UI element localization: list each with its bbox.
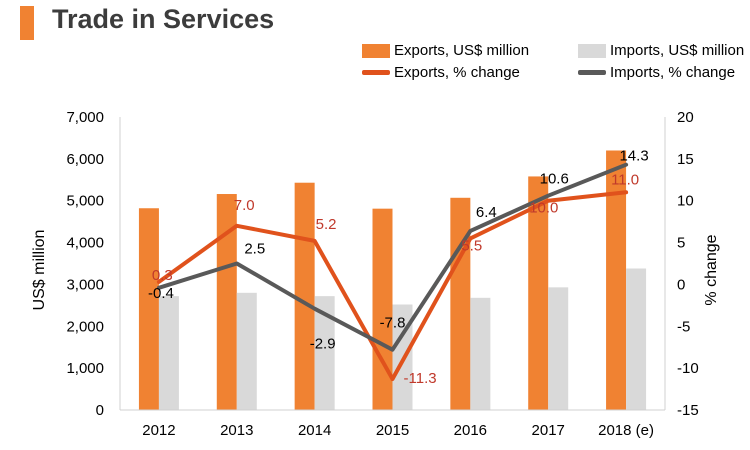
y-right-tick-label: 5: [677, 235, 685, 252]
y-left-tick-label: 4,000: [66, 235, 104, 252]
imports-change-label: -2.9: [310, 336, 336, 353]
y-left-tick-label: 6,000: [66, 151, 104, 168]
exports-bar: [138, 208, 159, 410]
x-tick-label: 2012: [142, 422, 175, 439]
exports-bar: [606, 150, 627, 410]
imports-change-line: [156, 162, 629, 352]
x-tick-label: 2015: [376, 422, 409, 439]
imports-change-label: 2.5: [244, 241, 265, 258]
y-left-tick-label: 1,000: [66, 360, 104, 377]
imports-bar: [548, 287, 569, 410]
exports-change-label: 5.2: [316, 216, 337, 233]
x-tick-label: 2016: [454, 422, 487, 439]
y-left-tick-label: 3,000: [66, 276, 104, 293]
x-tick-label: 2018 (e): [598, 422, 654, 439]
legend-label-exports-line: Exports, % change: [394, 64, 520, 81]
legend-swatch-exports-bar: [362, 43, 390, 58]
exports-change-line: [156, 190, 629, 381]
legend-label-imports-bar: Imports, US$ million: [610, 42, 745, 59]
exports-change-label: 10.0: [529, 200, 558, 217]
data-labels-group: 0.3 7.0 5.2 -11.3 5.5 10.0 11.0 -0.4 2.5 -2.9 -7.8…: [148, 148, 649, 387]
legend-swatch-imports-line: [578, 70, 606, 75]
exports-change-label: 7.0: [234, 197, 255, 214]
title-accent-bar: [20, 6, 34, 40]
y-left-tick-label: 7,000: [66, 109, 104, 126]
y-right-tick-label: 10: [677, 193, 694, 210]
y-right-tick-label: -15: [677, 402, 699, 419]
exports-bar: [528, 176, 549, 410]
imports-bar: [392, 304, 413, 410]
imports-change-label: 6.4: [476, 204, 497, 221]
imports-change-label: 14.3: [619, 148, 648, 165]
legend-imports-line: Imports, % change: [578, 64, 735, 81]
imports-change-label: -7.8: [380, 315, 406, 332]
imports-change-label: 10.6: [540, 171, 569, 188]
exports-change-label: 11.0: [611, 171, 639, 188]
x-tick-label: 2017: [532, 422, 565, 439]
imports-bar: [158, 296, 179, 410]
imports-bar: [626, 268, 647, 410]
bars-group: [138, 150, 647, 410]
exports-bar: [294, 182, 315, 410]
y-left-tick-label: 2,000: [66, 318, 104, 335]
x-axis: 2012 2013 2014 2015 2016 2017 2018 (e): [119, 117, 666, 439]
y-right-tick-label: -10: [677, 360, 699, 377]
y-axis-left: 0 1,000 2,000 3,000 4,000 5,000 6,000 7,000: [66, 109, 104, 419]
exports-bar: [372, 208, 393, 410]
exports-change-label: -11.3: [404, 370, 437, 387]
imports-change-label: -0.4: [148, 285, 174, 302]
lines-group: [156, 162, 629, 381]
y-left-tick-label: 5,000: [66, 193, 104, 210]
legend-exports-bar: Exports, US$ million: [362, 42, 529, 59]
exports-change-label: 5.5: [461, 237, 482, 254]
imports-bar: [470, 297, 491, 410]
y-axis-right: -15 -10 -5 0 5 10 15 20: [677, 109, 699, 419]
page-title: Trade in Services: [52, 4, 275, 34]
imports-bar: [236, 292, 257, 410]
legend-swatch-imports-bar: [578, 43, 606, 58]
x-tick-label: 2013: [220, 422, 253, 439]
y-right-tick-label: 20: [677, 109, 694, 126]
y-axis-right-label: % change: [703, 234, 720, 305]
legend-label-exports-bar: Exports, US$ million: [394, 42, 530, 59]
exports-bar: [450, 197, 471, 410]
exports-bar: [216, 194, 237, 410]
legend-exports-line: Exports, % change: [362, 64, 520, 81]
y-right-tick-label: 15: [677, 151, 694, 168]
legend-imports-bar: Imports, US$ million: [578, 42, 744, 59]
y-left-tick-label: 0: [96, 402, 104, 419]
y-axis-left-label: US$ million: [31, 230, 48, 311]
legend-label-imports-line: Imports, % change: [610, 64, 736, 81]
imports-bar: [314, 296, 335, 410]
y-right-tick-label: 0: [677, 276, 685, 293]
legend-swatch-exports-line: [362, 70, 390, 75]
x-tick-label: 2014: [298, 422, 331, 439]
y-right-tick-label: -5: [677, 318, 690, 335]
exports-change-label: 0.3: [152, 267, 173, 284]
